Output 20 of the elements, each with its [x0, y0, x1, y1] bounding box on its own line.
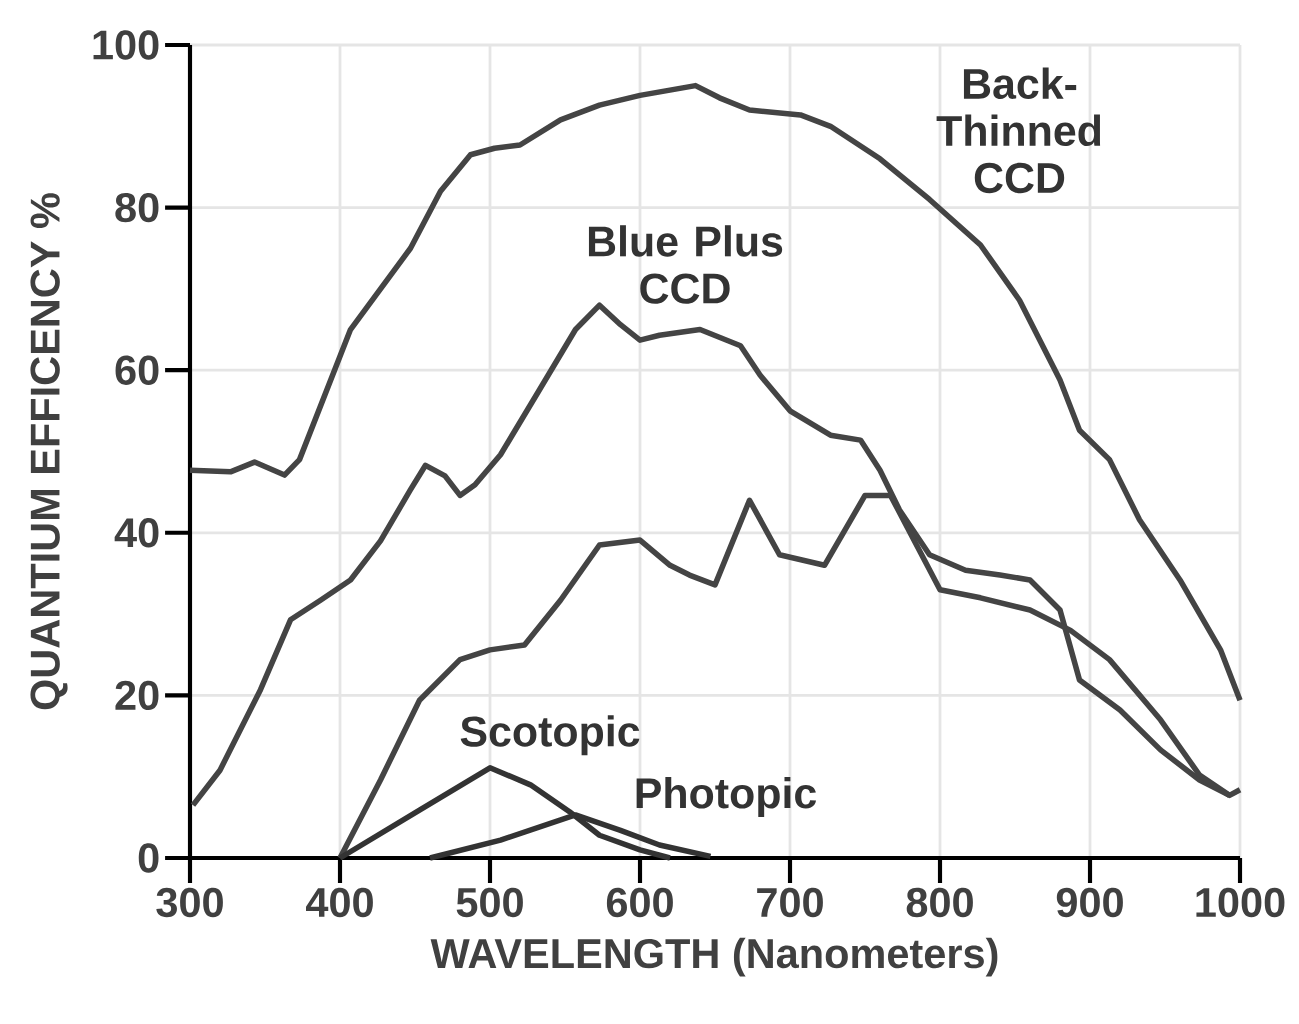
y-tick-label: 100 [93, 30, 159, 60]
x-tick-label: 1000 [1196, 887, 1285, 918]
x-tick-label: 400 [306, 887, 373, 918]
x-tick-label: 300 [156, 887, 223, 918]
x-tick-label: 700 [757, 887, 823, 918]
series-label: Scotopic [460, 715, 640, 756]
x-tick-label: 900 [1056, 887, 1123, 918]
y-tick-label: 0 [138, 843, 159, 873]
series-label: Blue Plus CCD [588, 225, 783, 304]
x-axis-title: WAVELENGTH (Nanometers) [430, 937, 998, 977]
y-tick-label: 80 [115, 192, 159, 223]
x-tick-label: 500 [456, 887, 523, 918]
y-tick-label: 20 [115, 680, 159, 711]
x-tick-label: 800 [906, 887, 973, 918]
y-tick-label: 40 [114, 518, 159, 548]
y-axis-title: QUANTIUM EFFICENCY % [30, 193, 68, 710]
series-label: Back-Thinned CCD [936, 67, 1101, 194]
x-tick-label: 600 [606, 887, 673, 918]
y-tick-label: 60 [115, 355, 159, 385]
series-label: Photopic [636, 777, 817, 818]
